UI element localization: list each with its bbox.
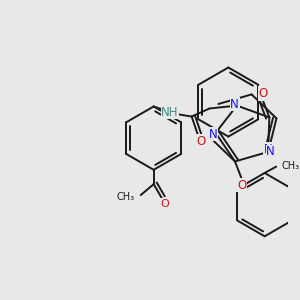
Text: CH₃: CH₃ [281, 161, 299, 171]
Text: N: N [230, 98, 239, 111]
Text: N: N [264, 143, 273, 156]
Text: N: N [266, 146, 275, 158]
Text: N: N [208, 128, 217, 141]
Text: NH: NH [161, 106, 179, 119]
Text: O: O [160, 199, 169, 209]
Text: O: O [258, 87, 268, 100]
Text: O: O [237, 179, 246, 192]
Text: CH₃: CH₃ [116, 192, 134, 203]
Text: O: O [196, 135, 206, 148]
